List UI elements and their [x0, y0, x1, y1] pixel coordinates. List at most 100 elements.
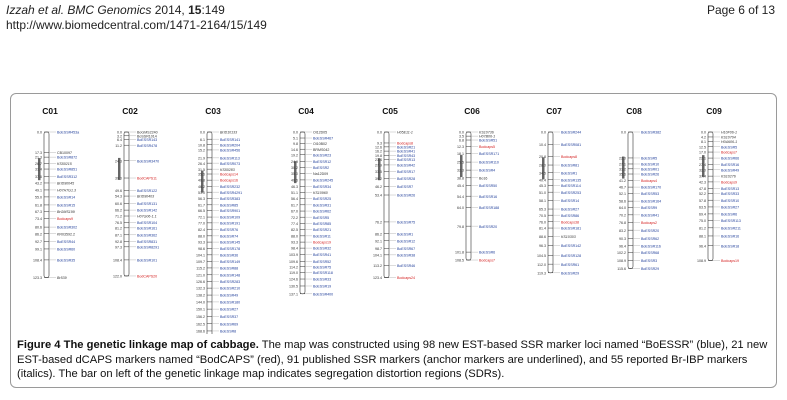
marker-name: BoESSR36 [220, 253, 238, 257]
marker-position: 126.6 [196, 280, 205, 284]
marker-name: Bodcaps14 [220, 173, 238, 177]
marker-position: 52.2 [699, 192, 706, 196]
marker-position: 72.1 [198, 216, 205, 220]
page-header-left: Izzah et al. BMC Genomics 2014, 15:149 h… [6, 3, 267, 33]
chromosome-c06: C06 0.0 KS10736 3.5 H07B06-1 6.8 BoESSR51 12.3 B… [455, 106, 499, 263]
chromosome-label: C09 [706, 106, 722, 116]
marker-name: BoESSR110 [479, 161, 499, 165]
marker-position: 76.5 [115, 221, 122, 225]
marker-name: KS10303 [561, 235, 576, 239]
marker-position: 70.2 [619, 213, 626, 217]
marker-name: BoESSR109 [220, 216, 240, 220]
marker-position: 6.1 [200, 138, 205, 142]
marker-name: BoESSR26 [641, 173, 659, 177]
marker-position: 109.6 [289, 260, 298, 264]
marker-position: 0.0 [377, 131, 382, 135]
marker-position: 76.2 [375, 221, 382, 225]
marker-position: 10.8 [198, 143, 205, 147]
marker-position: 77.0 [198, 221, 205, 225]
marker-name: BoESSR46 [397, 264, 415, 268]
marker-position: 28.0 [539, 164, 546, 168]
marker-name: BoESSR61 [561, 263, 579, 267]
marker-name: BoESSR312 [57, 175, 77, 179]
marker-position: 93.3 [198, 241, 205, 245]
marker-position: 115.2 [196, 267, 205, 271]
chromosome-label: C06 [464, 106, 480, 116]
marker-name: BoESSR23 [313, 153, 331, 157]
marker-position: 123.3 [33, 276, 42, 280]
marker-name: BoESSR15 [57, 204, 75, 208]
marker-position: 61.7 [291, 203, 298, 207]
marker-position: 25.5 [457, 161, 464, 165]
year-issue: 2014, [151, 3, 189, 17]
marker-name: Bodcaps9 [721, 181, 737, 185]
chromosome-bar [206, 131, 213, 334]
marker-name: BoESSR118 [313, 271, 333, 275]
marker-name: Ol10B02 [313, 142, 327, 146]
marker-position: 66.5 [198, 209, 205, 213]
marker-position: 8.1 [701, 140, 706, 144]
marker-name: H10F06-1 [721, 131, 737, 135]
marker-position: 0.0 [701, 131, 706, 135]
marker-name: BoESSR161 [137, 226, 157, 230]
journal-name: Izzah et al. BMC Genomics [6, 3, 152, 17]
marker-position: 17.3 [35, 151, 42, 155]
marker-name: BoESSR181 [561, 227, 581, 231]
marker-position: 108.9 [697, 259, 706, 263]
chromosome-label: C05 [382, 106, 398, 116]
marker-position: 92.1 [375, 239, 382, 243]
marker-position: 61.7 [198, 203, 205, 207]
marker-position: 115.6 [617, 267, 626, 271]
chromosome-label: C07 [546, 106, 562, 116]
marker-position: 39.0 [115, 177, 122, 181]
marker-position: 51.0 [539, 191, 546, 195]
marker-name: BoESSR33 [313, 278, 331, 282]
marker-position: 83.2 [619, 229, 626, 233]
marker-name: BoESSR114 [561, 184, 581, 188]
marker-name: BoESSR901 [220, 209, 240, 213]
marker-position: 56.3 [198, 197, 205, 201]
marker-name: KS10704 [721, 136, 736, 140]
marker-name: BodCAPS11 [137, 177, 157, 181]
article-url[interactable]: http://www.biomedcentral.com/1471-2164/1… [6, 18, 267, 32]
marker-position: 69.4 [699, 212, 706, 216]
marker-name: BoESSR171 [479, 152, 499, 156]
marker-name: BoESSR101 [137, 259, 157, 263]
marker-position: 53.4 [375, 194, 382, 198]
marker-position: 104.1 [373, 253, 382, 257]
marker-position: 11.2 [115, 144, 122, 148]
marker-name: Bodcaps5 [479, 145, 495, 149]
marker-position: 5.1 [293, 137, 298, 141]
chromosome-label: C02 [122, 106, 138, 116]
marker-position: 6.8 [459, 139, 464, 143]
marker-position: 0.0 [541, 131, 546, 135]
marker-position: 35.6 [198, 173, 205, 177]
chromosome-bar [123, 131, 130, 277]
marker-position: 130.5 [289, 285, 298, 289]
marker-name: BoESSR29 [641, 267, 659, 271]
marker-name: BoESSR33 [721, 192, 739, 196]
marker-name: BRMS042 [313, 148, 329, 152]
marker-name: BoESSR31 [313, 203, 331, 207]
figure-box: C01 0.0 BoESSR453a 17.3 CB10097 21.3 BoESSR872… [10, 93, 777, 388]
marker-position: 40.6 [291, 179, 298, 183]
marker-position: 26.7 [35, 162, 42, 166]
marker-position: 41.2 [619, 179, 626, 183]
marker-name: BoESSR34 [313, 185, 331, 189]
marker-name: BrID10133 [220, 131, 237, 135]
marker-name: BoESSR42 [397, 164, 415, 168]
chromosome-c09: C09 0.0 H10F06-1 4.2 KS10704 8.1 H04A06-1 12.5 B… [697, 106, 741, 263]
marker-position: 27.9 [375, 164, 382, 168]
marker-name: BoESSR456 [220, 149, 240, 153]
marker-name: Bodcaps19 [313, 241, 331, 245]
marker-name: BoESSR27 [220, 308, 238, 312]
marker-position: 19.2 [291, 153, 298, 157]
marker-position: 35.0 [291, 172, 298, 176]
marker-name: BoESSR8 [220, 330, 236, 334]
marker-name: BoESSR52 [313, 260, 331, 264]
marker-position: 15.2 [198, 149, 205, 153]
marker-position: 38.8 [457, 176, 464, 180]
marker-name: H07B06-1 [479, 135, 495, 139]
caption-text: The map was constructed using 98 new EST… [17, 339, 768, 380]
marker-position: 82.5 [291, 228, 298, 232]
